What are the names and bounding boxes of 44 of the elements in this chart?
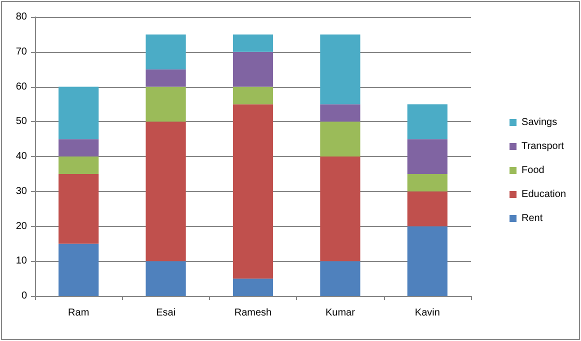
bar bbox=[146, 69, 186, 87]
y-tick-label: 80 bbox=[16, 12, 28, 22]
y-tick-label: 30 bbox=[16, 186, 28, 197]
bar bbox=[146, 86, 186, 122]
x-tick-label: Esai bbox=[156, 308, 176, 318]
bar bbox=[58, 244, 99, 296]
bar bbox=[320, 156, 360, 262]
bar bbox=[58, 86, 99, 140]
y-tick-label: 0 bbox=[21, 290, 28, 302]
y-tick-label: 40 bbox=[16, 151, 28, 162]
bar bbox=[58, 174, 99, 244]
legend-label: Savings bbox=[522, 117, 558, 128]
bar bbox=[407, 191, 448, 226]
bar bbox=[320, 104, 360, 122]
y-tick-label: 50 bbox=[16, 116, 28, 128]
x-tick-label: Ram bbox=[68, 308, 90, 318]
bar bbox=[320, 261, 360, 296]
bar bbox=[146, 34, 186, 70]
bar bbox=[232, 86, 274, 104]
y-tick-label: 70 bbox=[16, 46, 28, 58]
bar bbox=[407, 104, 448, 140]
bar bbox=[232, 104, 274, 279]
y-tick-label: 60 bbox=[16, 81, 28, 92]
bar bbox=[320, 34, 360, 104]
bar bbox=[407, 139, 448, 174]
legend-label: Education bbox=[522, 189, 566, 200]
legend-label: Transport bbox=[522, 141, 564, 152]
bar bbox=[407, 174, 448, 192]
bar bbox=[232, 52, 274, 87]
legend-label: Food bbox=[522, 165, 544, 176]
bar bbox=[320, 122, 360, 156]
y-tick-label: 10 bbox=[16, 256, 28, 267]
bar bbox=[232, 278, 274, 296]
bar bbox=[407, 226, 448, 296]
x-tick-label: Kavin bbox=[414, 308, 440, 318]
x-tick-label: Kumar bbox=[325, 308, 356, 318]
x-tick-label: Ramesh bbox=[234, 308, 272, 318]
bar bbox=[146, 261, 186, 296]
legend-label: Rent bbox=[522, 213, 543, 224]
bar bbox=[232, 34, 274, 52]
bar bbox=[58, 156, 99, 174]
bar bbox=[146, 122, 186, 262]
bar bbox=[58, 139, 99, 156]
y-tick-label: 20 bbox=[16, 220, 28, 232]
